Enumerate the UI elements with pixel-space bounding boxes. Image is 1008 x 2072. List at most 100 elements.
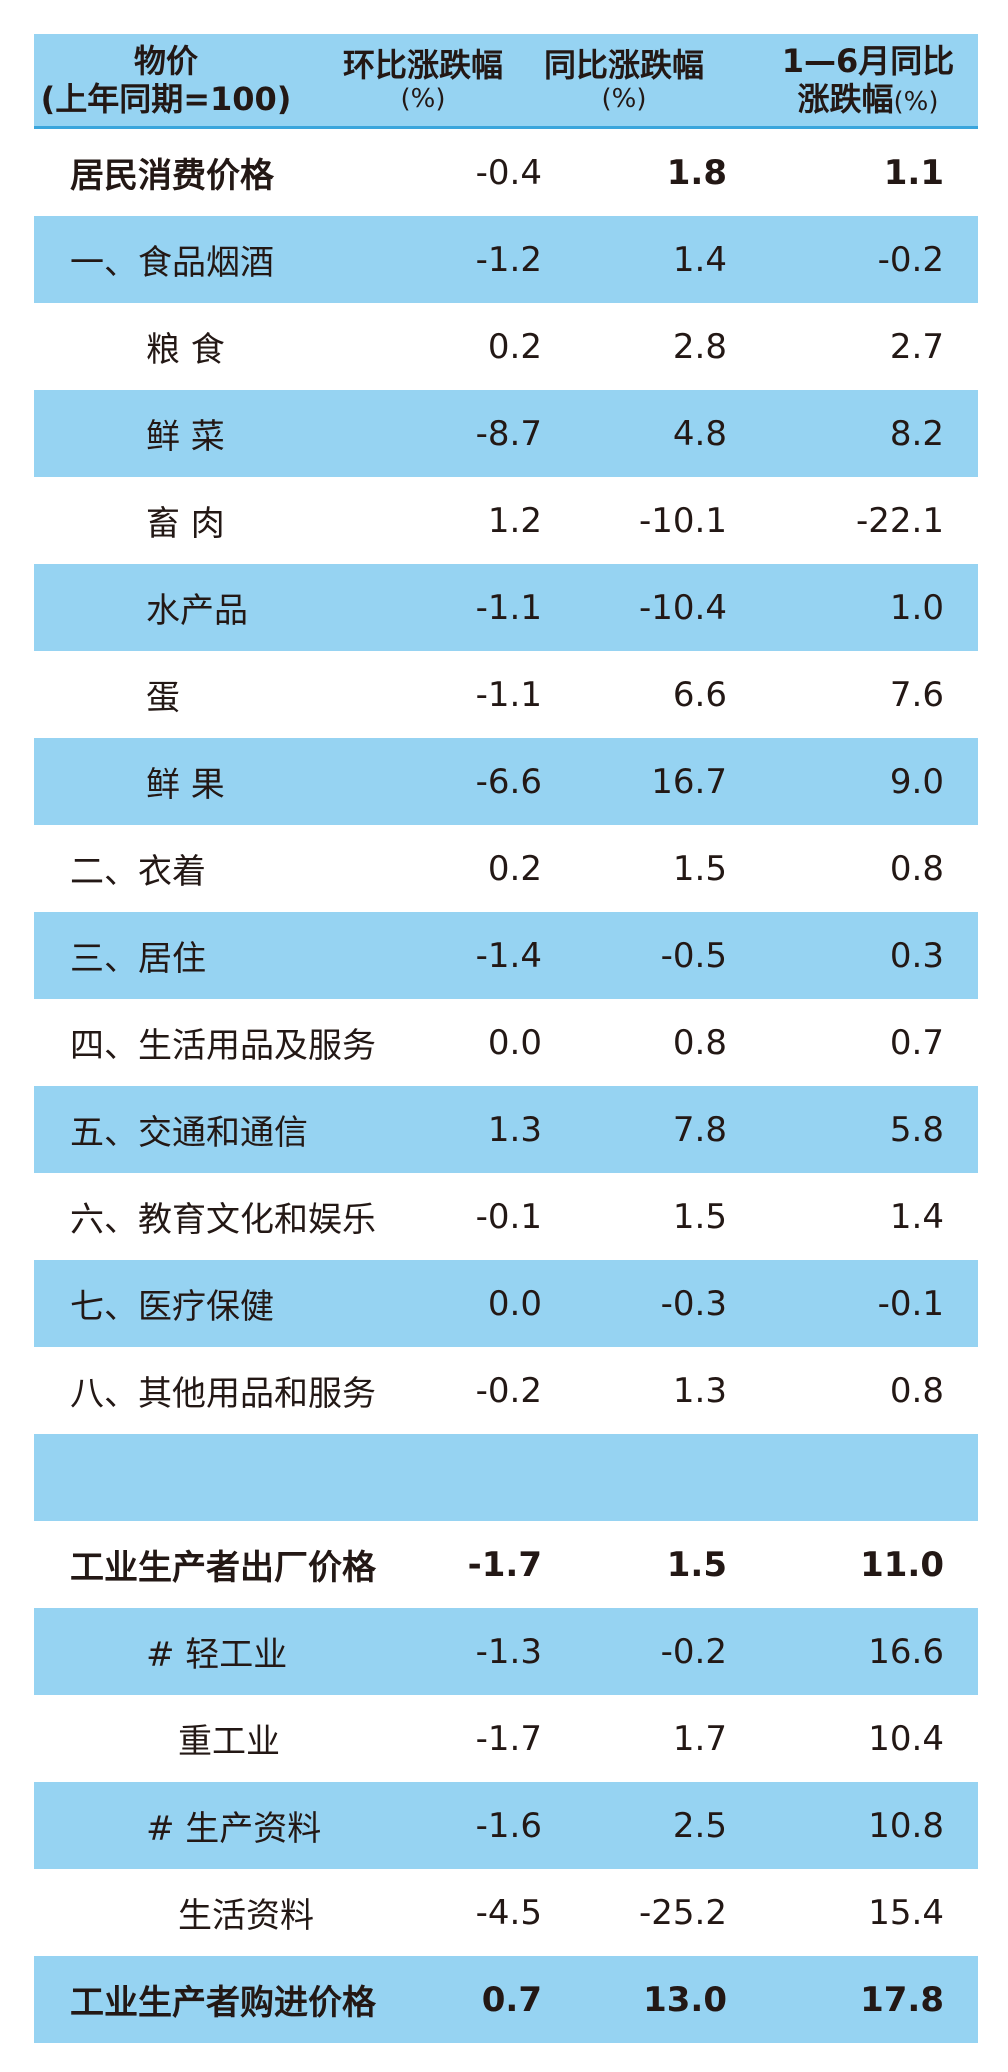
table-row: 二、衣着 0.2 1.5 0.8 <box>34 825 978 912</box>
row-mom-value: -1.7 <box>475 1718 542 1759</box>
table-row: 蛋 -1.1 6.6 7.6 <box>34 651 978 738</box>
table-body: 居民消费价格 -0.4 1.8 1.1 一、食品烟酒 -1.2 1.4 -0.2 粮 食 0.2 2… <box>34 129 978 2043</box>
row-name: 四、生活用品及服务 <box>70 1026 376 1066</box>
table-row: 鲜 果 -6.6 16.7 9.0 <box>34 738 978 825</box>
row-name: 一、食品烟酒 <box>70 243 274 283</box>
row-ytd-value: -0.2 <box>877 239 944 280</box>
row-ytd-value: 0.8 <box>889 848 944 889</box>
header-ytd: 1—6月同比 涨跌幅(%) <box>758 34 978 126</box>
row-ytd-value: 10.4 <box>868 1718 944 1759</box>
header-yoy-label: 同比涨跌幅 <box>543 46 704 84</box>
table-row: 居民消费价格 -0.4 1.8 1.1 <box>34 129 978 216</box>
row-yoy-value: -0.2 <box>660 1631 727 1672</box>
row-ytd-value: 1.0 <box>889 587 944 628</box>
table-row: 一、食品烟酒 -1.2 1.4 -0.2 <box>34 216 978 303</box>
row-ytd-value: 17.8 <box>860 1979 944 2020</box>
row-name: 畜 肉 <box>146 504 225 544</box>
row-yoy-value: 1.3 <box>672 1370 727 1411</box>
row-mom-value: -0.4 <box>475 152 542 193</box>
row-ytd-value: 10.8 <box>868 1805 944 1846</box>
price-table: 物价 (上年同期=100) 环比涨跌幅 (%) 同比涨跌幅 (%) 1—6月同比… <box>34 34 978 2043</box>
row-mom-value: 0.2 <box>487 848 542 889</box>
row-yoy-value: 1.8 <box>666 152 727 193</box>
row-name: 三、居住 <box>70 939 206 979</box>
header-mom: 环比涨跌幅 (%) <box>328 34 518 126</box>
row-name: 粮 食 <box>146 330 225 370</box>
row-mom-value: 0.0 <box>487 1022 542 1063</box>
table-row: 五、交通和通信 1.3 7.8 5.8 <box>34 1086 978 1173</box>
row-mom-value: -1.1 <box>475 674 542 715</box>
row-mom-value: 0.7 <box>481 1979 542 2020</box>
table-row: 四、生活用品及服务 0.0 0.8 0.7 <box>34 999 978 1086</box>
header-ytd-label: 1—6月同比 <box>781 42 955 80</box>
row-name: 水产品 <box>146 591 248 631</box>
row-name: 工业生产者购进价格 <box>70 1983 376 2023</box>
header-item: 物价 (上年同期=100) <box>34 34 298 126</box>
row-ytd-value: 16.6 <box>868 1631 944 1672</box>
header-ytd-unit: (%) <box>893 87 939 117</box>
row-name: 八、其他用品和服务 <box>70 1374 376 1414</box>
row-ytd-value: 8.2 <box>889 413 944 454</box>
row-ytd-value: 2.7 <box>889 326 944 367</box>
table-row: 八、其他用品和服务 -0.2 1.3 0.8 <box>34 1347 978 1434</box>
row-name: 七、医疗保健 <box>70 1287 274 1327</box>
row-ytd-value: 7.6 <box>889 674 944 715</box>
row-mom-value: -4.5 <box>475 1892 542 1933</box>
row-mom-value: -1.3 <box>475 1631 542 1672</box>
row-ytd-value: 5.8 <box>889 1109 944 1150</box>
table-row: 七、医疗保健 0.0 -0.3 -0.1 <box>34 1260 978 1347</box>
header-yoy-unit: (%) <box>601 84 647 114</box>
row-mom-value: -0.2 <box>475 1370 542 1411</box>
row-yoy-value: 16.7 <box>651 761 727 802</box>
table-row: 六、教育文化和娱乐 -0.1 1.5 1.4 <box>34 1173 978 1260</box>
table-row: 粮 食 0.2 2.8 2.7 <box>34 303 978 390</box>
row-mom-value: 0.0 <box>487 1283 542 1324</box>
table-row: 三、居住 -1.4 -0.5 0.3 <box>34 912 978 999</box>
table-row: 工业生产者购进价格 0.7 13.0 17.8 <box>34 1956 978 2043</box>
header-mom-unit: (%) <box>400 84 446 114</box>
table-row: 生活资料 -4.5 -25.2 15.4 <box>34 1869 978 1956</box>
row-name: 五、交通和通信 <box>70 1113 308 1153</box>
row-yoy-value: 7.8 <box>672 1109 727 1150</box>
row-yoy-value: 4.8 <box>672 413 727 454</box>
row-ytd-value: -0.1 <box>877 1283 944 1324</box>
row-mom-value: -8.7 <box>475 413 542 454</box>
header-mom-label: 环比涨跌幅 <box>342 46 503 84</box>
row-yoy-value: 1.5 <box>666 1544 727 1585</box>
row-ytd-value: 11.0 <box>860 1544 944 1585</box>
row-name: 居民消费价格 <box>70 156 274 196</box>
table-row: 水产品 -1.1 -10.4 1.0 <box>34 564 978 651</box>
row-mom-value: -1.7 <box>467 1544 542 1585</box>
row-name: 二、衣着 <box>70 852 206 892</box>
row-mom-value: -1.1 <box>475 587 542 628</box>
row-yoy-value: 2.8 <box>672 326 727 367</box>
header-yoy: 同比涨跌幅 (%) <box>524 34 724 126</box>
row-name: 生活资料 <box>178 1896 314 1936</box>
row-yoy-value: -10.4 <box>639 587 727 628</box>
row-yoy-value: -0.5 <box>660 935 727 976</box>
row-mom-value: 1.2 <box>487 500 542 541</box>
row-ytd-value: 15.4 <box>868 1892 944 1933</box>
row-name: 鲜 菜 <box>146 417 225 457</box>
row-yoy-value: 1.5 <box>672 1196 727 1237</box>
row-name: 工业生产者出厂价格 <box>70 1548 376 1588</box>
header-item-base: (上年同期=100) <box>40 80 292 118</box>
row-name: # 生产资料 <box>146 1809 322 1849</box>
row-yoy-value: 1.4 <box>672 239 727 280</box>
row-ytd-value: 0.7 <box>889 1022 944 1063</box>
table-row <box>34 1434 978 1521</box>
table-row: 重工业 -1.7 1.7 10.4 <box>34 1695 978 1782</box>
row-yoy-value: 6.6 <box>672 674 727 715</box>
header-ytd-label2: 涨跌幅 <box>797 80 894 118</box>
row-ytd-value: -22.1 <box>856 500 944 541</box>
table-row: # 轻工业 -1.3 -0.2 16.6 <box>34 1608 978 1695</box>
row-name: 重工业 <box>178 1722 280 1762</box>
row-mom-value: -6.6 <box>475 761 542 802</box>
row-name: 蛋 <box>146 678 180 718</box>
table-header: 物价 (上年同期=100) 环比涨跌幅 (%) 同比涨跌幅 (%) 1—6月同比… <box>34 34 978 129</box>
table-row: 鲜 菜 -8.7 4.8 8.2 <box>34 390 978 477</box>
row-yoy-value: 1.5 <box>672 848 727 889</box>
row-yoy-value: -0.3 <box>660 1283 727 1324</box>
table-row: # 生产资料 -1.6 2.5 10.8 <box>34 1782 978 1869</box>
row-yoy-value: 1.7 <box>672 1718 727 1759</box>
